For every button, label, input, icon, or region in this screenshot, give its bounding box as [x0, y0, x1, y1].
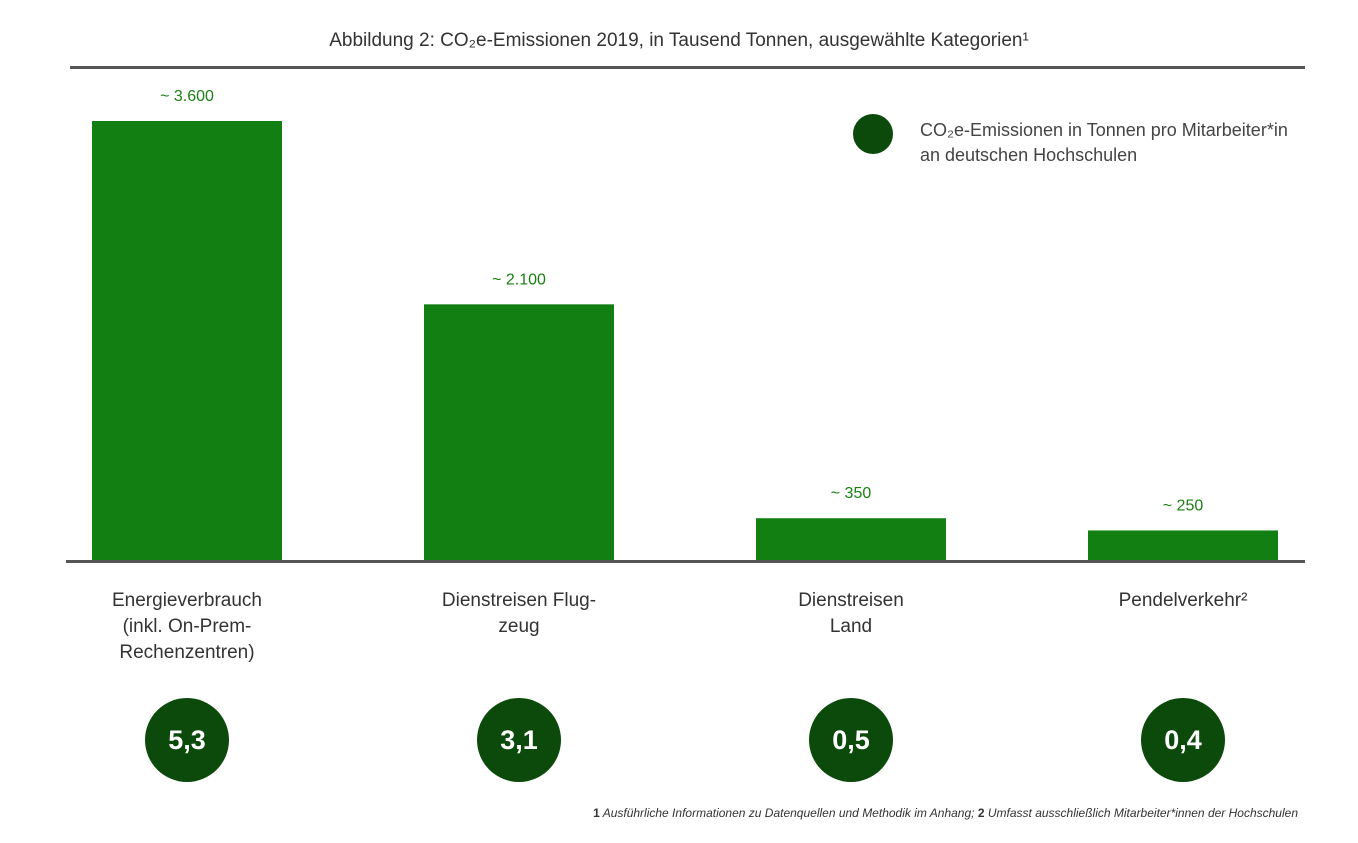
bar: [1088, 530, 1278, 561]
x-tick-label: Dienstreisen Flug- zeug: [441, 590, 597, 637]
legend-swatch: [853, 114, 893, 154]
baseline: [66, 560, 1305, 563]
top-rule: [70, 66, 1305, 69]
legend-label: CO₂e-Emissionen in Tonnen pro Mitarbeite…: [920, 120, 1288, 165]
per-employee-circle: [809, 698, 893, 782]
value-label: ~ 2.100: [492, 271, 546, 288]
per-employee-circle: [477, 698, 561, 782]
footnote-text: Ausführliche Informationen zu Datenquell…: [602, 806, 975, 820]
per-employee-label: 0,4: [1164, 725, 1202, 755]
footnote-marker: 2: [977, 806, 985, 820]
bar: [92, 121, 282, 561]
per-employee-circle: [1141, 698, 1225, 782]
x-tick-label: Energieverbrauch (inkl. On-Prem- Rechenz…: [112, 590, 262, 663]
value-label: ~ 250: [1163, 497, 1204, 514]
x-tick-label: Pendelverkehr²: [1118, 590, 1248, 611]
per-employee-circle: [145, 698, 229, 782]
chart-title: Abbildung 2: CO₂e-Emissionen 2019, in Ta…: [329, 30, 1029, 51]
per-employee-label: 3,1: [500, 725, 538, 755]
footnote-marker: 1: [593, 806, 600, 820]
x-tick-label: Dienstreisen Land: [798, 590, 904, 637]
footnote-text: Umfasst ausschließlich Mitarbeiter*innen…: [987, 806, 1298, 820]
footnotes: 1 Ausführliche Informationen zu Datenque…: [593, 806, 1298, 820]
value-label: ~ 3.600: [160, 88, 214, 105]
bar: [756, 518, 946, 561]
value-label: ~ 350: [831, 485, 872, 502]
per-employee-label: 0,5: [832, 725, 870, 755]
bar: [424, 304, 614, 561]
per-employee-label: 5,3: [168, 725, 206, 755]
